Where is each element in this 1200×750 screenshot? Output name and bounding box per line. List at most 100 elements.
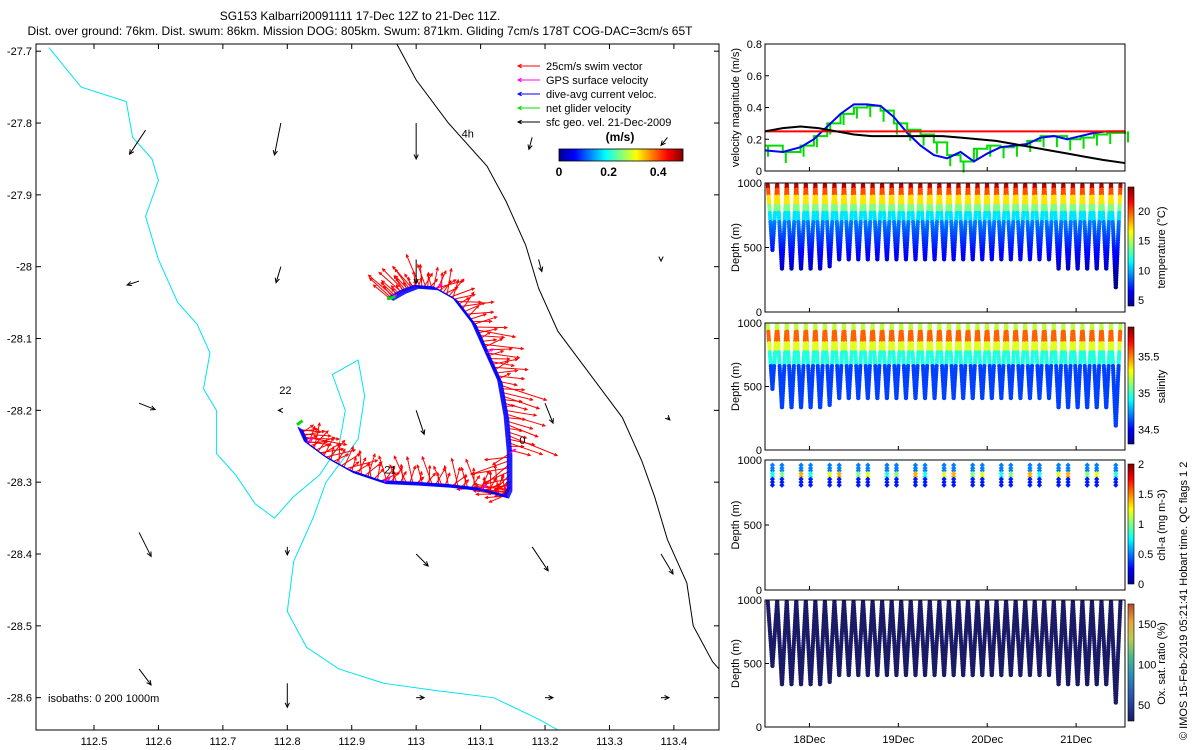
swim-vector-head	[341, 439, 346, 444]
swim-vector-head	[336, 437, 341, 441]
temperature-sample	[1075, 266, 1080, 271]
swim-vector-head	[358, 449, 362, 454]
sfc-geo-vel-arrow-head	[420, 429, 426, 436]
swim-vector-head	[462, 475, 467, 479]
temperature-colorbar-tick: 10	[1138, 265, 1150, 277]
temperature-sample	[951, 257, 956, 262]
map-ytick-label: -27.9	[7, 190, 32, 202]
gps-surface-velocity-head	[512, 448, 517, 453]
swim-vector	[373, 468, 384, 480]
swim-vector-head	[403, 470, 407, 475]
swim-vector	[503, 402, 528, 411]
swim-vector	[367, 453, 376, 477]
swim-vector	[488, 350, 504, 357]
swim-vector-head	[508, 347, 514, 351]
temperature-colorbar-tick: 15	[1138, 236, 1150, 248]
swim-vector-head	[317, 421, 321, 427]
swim-vector-head	[469, 471, 475, 476]
sfc-geo-vel-arrow	[528, 137, 533, 150]
dive-avg-current-trace	[301, 287, 512, 499]
sfc-geo-vel-arrow-head	[128, 149, 135, 156]
temperature-sample	[779, 266, 785, 271]
sfc-geo-vel-arrow-head	[126, 281, 133, 287]
swim-vector-head	[533, 413, 538, 417]
swim-vector-head	[394, 274, 399, 279]
swim-vector	[382, 268, 405, 292]
figure-title-line2: Dist. over ground: 76km. Dist. swum: 86k…	[27, 24, 693, 38]
swim-vector	[465, 459, 478, 490]
temperature-sample	[989, 257, 994, 262]
swim-vector-head	[356, 453, 361, 457]
swim-vector	[470, 475, 480, 489]
temperature-sample	[846, 257, 851, 262]
swim-vector	[380, 282, 396, 297]
swim-vector	[321, 443, 340, 455]
swim-vector-head	[510, 363, 516, 368]
gps-surface-velocity-head	[483, 484, 488, 489]
speed-colorbar-title: (m/s)	[606, 130, 635, 144]
sfc-geo-vel-arrow	[138, 402, 156, 411]
swim-vector-head	[325, 430, 329, 434]
swim-vector-head	[390, 285, 395, 289]
temperature-sample	[789, 266, 794, 271]
swim-vector-head	[450, 457, 454, 462]
salinity-sample	[961, 395, 966, 401]
swim-vector-head	[350, 445, 354, 450]
temperature-sample	[1027, 257, 1033, 262]
swim-vector-head	[493, 316, 498, 320]
swim-vector	[417, 264, 427, 288]
dive-avg-current-trace	[301, 287, 512, 498]
swim-vector	[300, 429, 321, 433]
gps-surface-velocity	[486, 348, 494, 354]
swim-vector	[421, 456, 433, 485]
swim-vector	[378, 272, 403, 293]
swim-vector-head	[471, 287, 476, 291]
sfc-geo-vel-arrow-head	[664, 415, 671, 421]
temperature-ytick-label: 500	[744, 243, 762, 255]
swim-vector	[476, 329, 516, 338]
swim-vector	[359, 450, 362, 475]
swim-vector-head	[352, 448, 357, 453]
salinity-sample	[999, 395, 1004, 401]
swim-vector	[484, 338, 503, 348]
swim-vector-head	[531, 442, 536, 447]
swim-vector-head	[342, 448, 346, 453]
map-ytick-label: -28.3	[7, 477, 32, 489]
salinity-sample	[942, 395, 947, 401]
track-annotation: 0	[519, 435, 525, 447]
swim-vector	[486, 352, 520, 359]
temperature-sample	[913, 257, 918, 262]
swim-vector-head	[488, 319, 493, 324]
swim-vector	[330, 446, 334, 460]
swim-vector-head	[494, 327, 499, 332]
swim-vector	[492, 358, 518, 365]
velocity-ytick-label: 0	[756, 166, 762, 178]
swim-vector-head	[336, 443, 341, 447]
swim-vector-head	[447, 472, 451, 477]
swim-vector	[325, 449, 356, 458]
map-ytick-label: -27.8	[7, 118, 32, 130]
legend-label: net glider velocity	[546, 103, 631, 115]
swim-vector-head	[433, 465, 437, 470]
gps-surface-velocity-head	[386, 477, 391, 482]
sfc-geo-vel-arrow-head	[284, 550, 290, 556]
speed-colorbar-tick: 0	[556, 165, 563, 179]
swim-vector-head	[505, 360, 510, 364]
swim-vector	[508, 438, 535, 446]
swim-vector-head	[399, 466, 404, 471]
map-axes-frame	[35, 43, 720, 731]
swim-vector	[490, 361, 515, 367]
salinity-sample	[799, 405, 804, 410]
swim-vector-head	[417, 263, 421, 268]
swim-vector	[451, 475, 467, 487]
salinity-sample	[923, 395, 928, 401]
swim-vector-head	[440, 271, 444, 276]
swim-vector-head	[367, 274, 372, 279]
temperature-sample	[942, 257, 947, 262]
swim-vector-head	[391, 470, 396, 475]
swim-vector	[481, 339, 497, 342]
swim-vector-head	[541, 423, 547, 427]
map-xtick-label: 112.5	[81, 736, 108, 748]
